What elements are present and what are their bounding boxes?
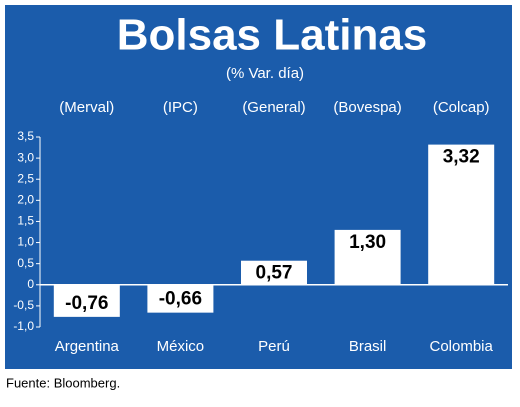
value-label: 1,30: [349, 232, 386, 253]
y-tick-label: 1,0: [17, 235, 34, 249]
chart-subtitle: (% Var. día): [226, 65, 304, 82]
value-label: -0,76: [65, 293, 108, 314]
x-tick-label: Argentina: [55, 338, 120, 355]
y-tick-label: 3,0: [17, 150, 34, 164]
y-tick-label: 0,5: [17, 256, 34, 270]
x-tick-label: México: [157, 338, 205, 355]
index-label: (Colcap): [433, 99, 490, 116]
source: Fuente: Bloomberg.: [6, 375, 120, 390]
x-tick-label: Perú: [258, 338, 290, 355]
y-tick-label: 3,5: [17, 129, 34, 143]
bar: [147, 284, 214, 313]
y-tick-label: -1,0: [13, 319, 34, 333]
value-label: 0,57: [256, 263, 293, 284]
y-tick-label: -0,5: [13, 298, 34, 312]
bar: [53, 284, 120, 317]
index-label: (IPC): [163, 99, 198, 116]
x-tick-label: Brasil: [349, 338, 387, 355]
value-label: -0,66: [159, 289, 202, 310]
bar: [334, 229, 401, 285]
y-tick-label: 1,5: [17, 214, 34, 228]
bar: [241, 260, 307, 285]
y-tick-label: 2,0: [17, 193, 34, 207]
chart-title: Bolsas Latinas: [117, 11, 428, 60]
index-label: (Merval): [59, 99, 114, 116]
index-label: (General): [242, 99, 305, 116]
index-label: (Bovespa): [333, 99, 401, 116]
value-label: 3,32: [443, 147, 480, 168]
x-tick-label: Colombia: [430, 338, 494, 355]
y-tick-label: 2,5: [17, 171, 34, 185]
y-tick-label: 0: [27, 277, 34, 291]
bar: [428, 144, 495, 285]
